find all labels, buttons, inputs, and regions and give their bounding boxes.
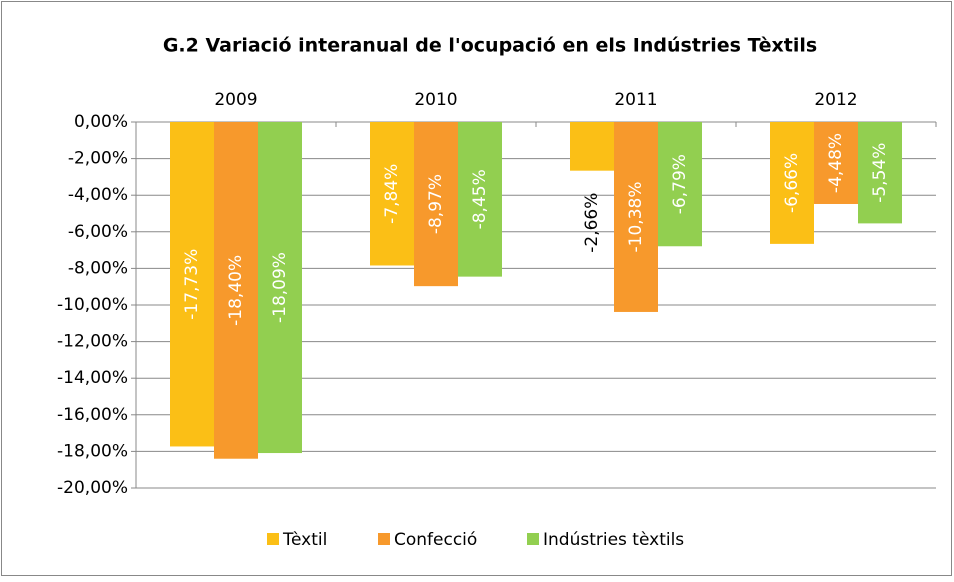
y-tick-label: -14,00% — [57, 368, 128, 388]
bar — [658, 122, 702, 247]
data-label: -8,97% — [426, 174, 446, 234]
bar — [370, 122, 414, 266]
bar — [614, 122, 658, 312]
y-tick-label: -12,00% — [57, 332, 128, 352]
x-tick-label: 2009 — [214, 90, 257, 110]
data-label: -6,66% — [782, 153, 802, 213]
legend-label: Confecció — [394, 530, 477, 550]
bar — [258, 122, 302, 454]
bar — [458, 122, 502, 277]
data-label: -8,45% — [470, 169, 490, 229]
legend-swatch — [527, 533, 539, 545]
data-label: -4,48% — [826, 133, 846, 193]
x-tick-label: 2011 — [614, 90, 657, 110]
x-tick-label: 2012 — [814, 90, 857, 110]
legend-swatch — [267, 533, 279, 545]
chart-title: G.2 Variació interanual de l'ocupació en… — [163, 35, 817, 57]
bar — [214, 122, 258, 459]
y-tick-label: -18,00% — [57, 441, 128, 461]
y-tick-label: -2,00% — [68, 149, 128, 169]
data-label: -17,73% — [182, 249, 202, 320]
y-tick-label: -4,00% — [68, 185, 128, 205]
bar — [170, 122, 214, 447]
data-label: -7,84% — [382, 164, 402, 224]
y-tick-label: -10,00% — [57, 295, 128, 315]
y-tick-label: 0,00% — [74, 112, 128, 132]
y-tick-label: -8,00% — [68, 258, 128, 278]
bar — [570, 122, 614, 171]
data-label: -18,40% — [226, 255, 246, 326]
y-tick-label: -6,00% — [68, 222, 128, 242]
bar — [770, 122, 814, 244]
bar — [858, 122, 902, 224]
data-label: -6,79% — [670, 154, 690, 214]
legend-swatch — [378, 533, 390, 545]
y-tick-label: -16,00% — [57, 405, 128, 425]
bar — [414, 122, 458, 287]
data-label: -2,66% — [582, 193, 602, 253]
bar — [814, 122, 858, 204]
data-label: -10,38% — [626, 181, 646, 252]
data-label: -5,54% — [870, 143, 890, 203]
x-tick-label: 2010 — [414, 90, 457, 110]
legend-label: Tèxtil — [282, 530, 327, 550]
y-tick-label: -20,00% — [57, 478, 128, 498]
data-label: -18,09% — [270, 252, 290, 323]
legend-label: Indústries tèxtils — [543, 530, 684, 550]
